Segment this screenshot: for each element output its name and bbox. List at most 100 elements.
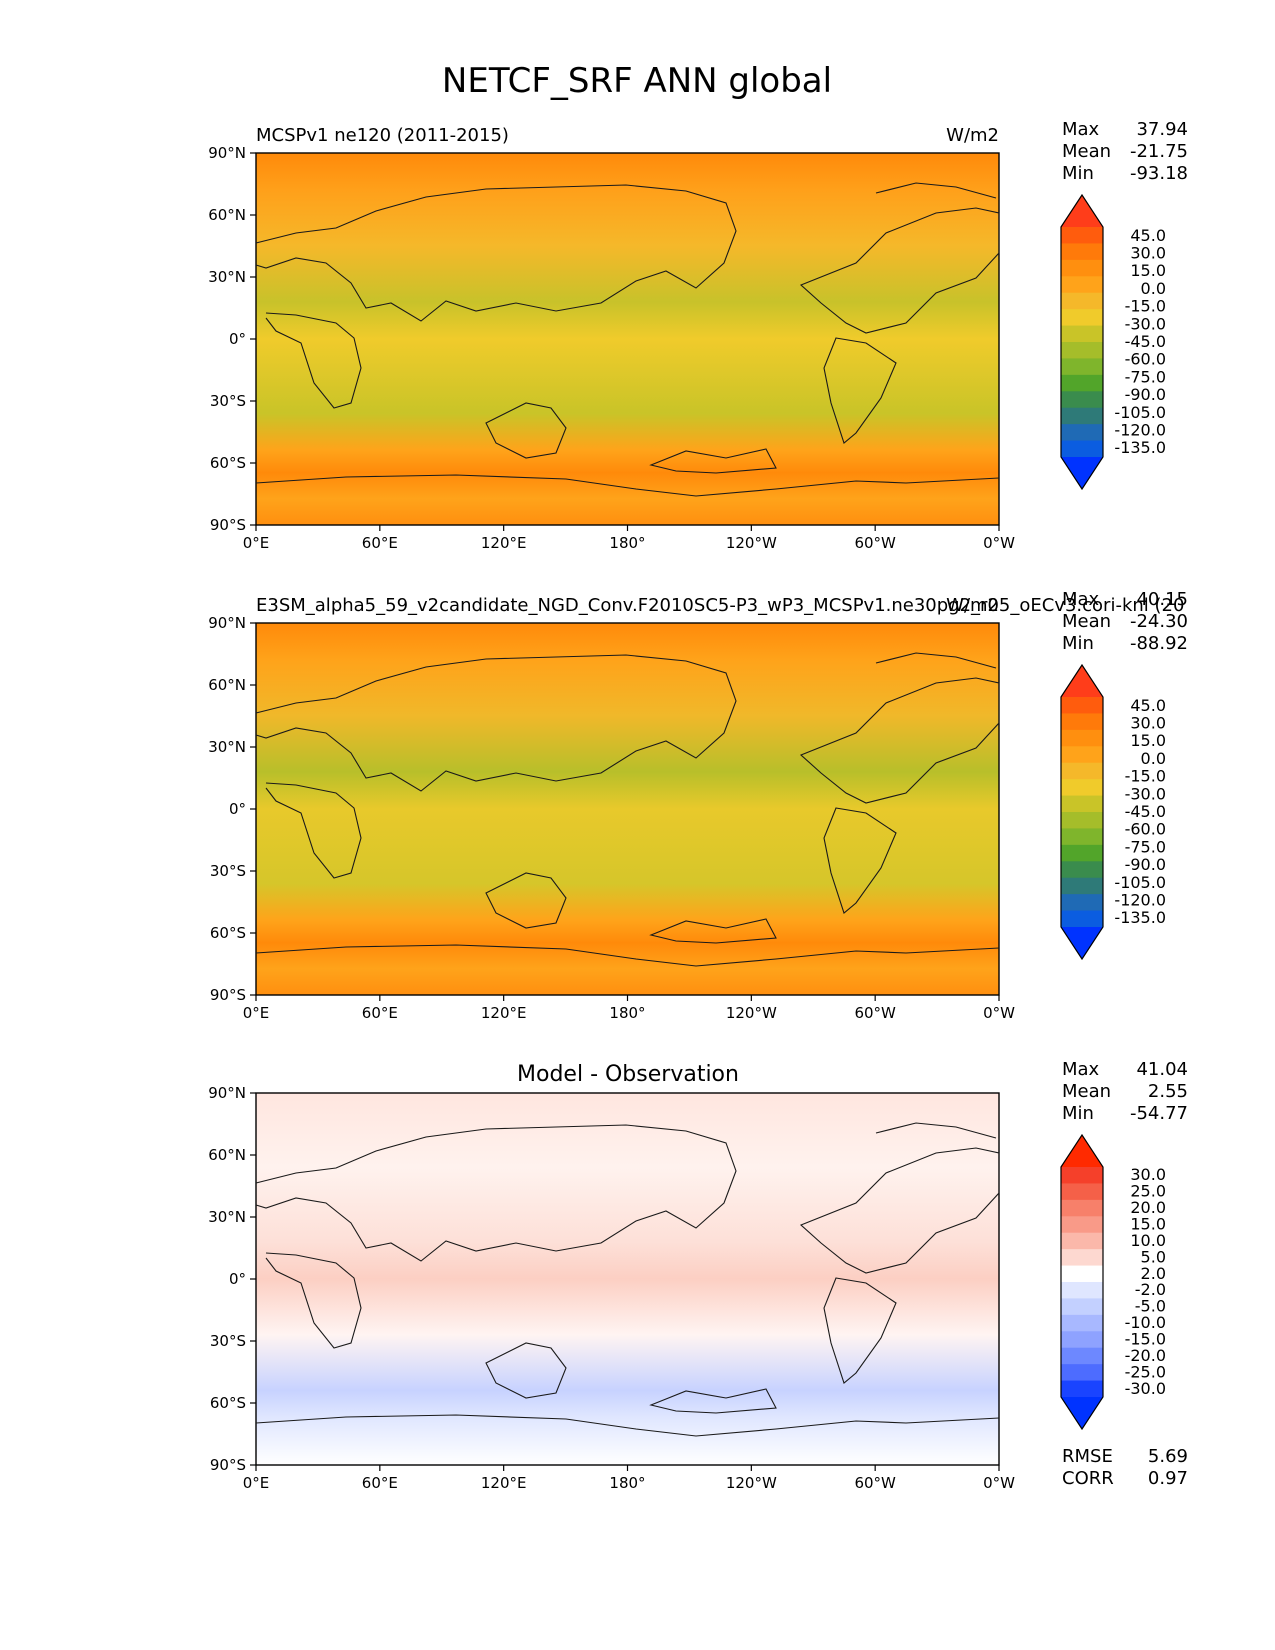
colorbar-tick-label: -120.0 (1114, 890, 1166, 909)
colorbar-tick-label: 20.0 (1130, 1198, 1166, 1217)
colorbar-swatch (1061, 1216, 1103, 1234)
panel-left-title: E3SM_alpha5_59_v2candidate_NGD_Conv.F201… (256, 595, 1184, 616)
lat-tick-label: 30°S (210, 1332, 246, 1350)
lon-tick-label: 120°W (726, 1004, 777, 1022)
panel-units: W/m2 (946, 595, 999, 616)
corr-value: 0.97 (1148, 1468, 1188, 1489)
colorbar: 45.030.015.00.0-15.0-30.0-45.0-60.0-75.0… (1060, 663, 1166, 961)
lat-axis: 90°N 60°N 30°N 0° 30°S 60°S 90°S (208, 614, 256, 1004)
panel-model-test: E3SM_alpha5_59_v2candidate_NGD_Conv.F201… (208, 589, 1188, 1022)
coastline-path (265, 312, 362, 409)
lat-tick-label: 60°N (208, 1146, 246, 1164)
lon-tick-label: 0°E (243, 534, 270, 552)
lat-tick-label: 90°S (210, 516, 246, 534)
coastline-path (823, 1277, 897, 1384)
colorbar-tick-label: 25.0 (1130, 1182, 1166, 1201)
colorbar-swatch (1061, 1232, 1103, 1250)
colorbar-tick-label: 0.0 (1141, 749, 1166, 768)
colorbar-extend-min (1061, 927, 1103, 959)
colorbar-tick-label: 10.0 (1130, 1231, 1166, 1250)
min-label: Min (1062, 163, 1094, 184)
coastline-path (649, 1388, 777, 1414)
colorbar-swatch (1061, 844, 1103, 862)
lon-tick-label: 60°E (362, 1474, 398, 1492)
colorbar-swatch (1061, 1167, 1103, 1184)
colorbar-tick-label: -25.0 (1125, 1362, 1166, 1381)
colorbar-swatch (1061, 374, 1103, 392)
mean-value: -24.30 (1130, 611, 1188, 632)
colorbar-tick-label: -30.0 (1125, 314, 1166, 333)
colorbar-swatch (1061, 779, 1103, 797)
colorbar-tick-label: 30.0 (1130, 244, 1166, 263)
lat-tick-label: 0° (229, 1270, 246, 1288)
max-label: Max (1062, 589, 1100, 610)
colorbar-swatch (1061, 1364, 1103, 1382)
lon-tick-label: 180° (609, 1474, 645, 1492)
coastline-path (799, 677, 1000, 804)
map-field (256, 1093, 999, 1465)
colorbar-swatch (1061, 1314, 1103, 1332)
colorbar-tick-label: 5.0 (1141, 1247, 1166, 1266)
colorbar-swatch (1061, 259, 1103, 277)
colorbar-swatch (1061, 697, 1103, 714)
colorbar-tick-label: 15.0 (1130, 261, 1166, 280)
mean-value: 2.55 (1148, 1081, 1188, 1102)
colorbar-swatch (1061, 309, 1103, 327)
lon-tick-label: 0°W (983, 534, 1015, 552)
lon-tick-label: 120°E (481, 534, 527, 552)
lat-tick-label: 30°N (208, 738, 246, 756)
coastlines (255, 1122, 1000, 1437)
coastline-path (823, 337, 897, 444)
lat-tick-label: 90°S (210, 1456, 246, 1474)
colorbar-swatch (1061, 713, 1103, 731)
colorbar-swatch (1061, 1298, 1103, 1316)
colorbar-extend-min (1061, 457, 1103, 489)
lat-tick-label: 60°N (208, 676, 246, 694)
colorbar-tick-label: -2.0 (1135, 1280, 1166, 1299)
colorbar-swatch (1061, 276, 1103, 294)
colorbar-extend-max (1061, 195, 1103, 227)
min-label: Min (1062, 633, 1094, 654)
colorbar-swatch (1061, 440, 1103, 458)
colorbar-tick-label: -90.0 (1125, 855, 1166, 874)
lat-tick-label: 0° (229, 330, 246, 348)
coastline-path (649, 448, 777, 474)
coastline-path (265, 1252, 362, 1349)
coastline-path (875, 1122, 997, 1139)
colorbar-outline (1060, 1133, 1104, 1431)
colorbar-outline (1060, 193, 1104, 491)
lon-tick-label: 60°E (362, 534, 398, 552)
lat-tick-label: 30°S (210, 392, 246, 410)
colorbar-tick-label: -135.0 (1114, 438, 1166, 457)
lat-tick-label: 90°S (210, 986, 246, 1004)
colorbar-tick-label: 30.0 (1130, 714, 1166, 733)
colorbar-swatch (1061, 1347, 1103, 1365)
lon-tick-label: 180° (609, 534, 645, 552)
lon-tick-label: 60°W (854, 1474, 896, 1492)
colorbar-swatch (1061, 1380, 1103, 1398)
lon-tick-label: 60°W (854, 534, 896, 552)
coastlines (255, 652, 1000, 967)
coastline-path (799, 207, 1000, 334)
lon-tick-label: 0°W (983, 1474, 1015, 1492)
colorbar-extend-max (1061, 665, 1103, 697)
panel-left-title: MCSPv1 ne120 (2011-2015) (256, 125, 509, 146)
lon-tick-label: 120°E (481, 1474, 527, 1492)
colorbar-swatch (1061, 1282, 1103, 1299)
colorbar-tick-label: -5.0 (1135, 1297, 1166, 1316)
coastline-path (485, 1342, 567, 1399)
colorbar-swatch (1061, 910, 1103, 928)
coastline-path (255, 654, 737, 792)
colorbar-tick-label: 45.0 (1130, 226, 1166, 245)
lat-tick-label: 0° (229, 800, 246, 818)
colorbar-swatch (1061, 243, 1103, 261)
rmse-value: 5.69 (1148, 1446, 1188, 1467)
colorbar-swatch (1061, 729, 1103, 747)
coastline-path (875, 652, 997, 669)
lat-tick-label: 30°N (208, 1208, 246, 1226)
colorbar-tick-label: -135.0 (1114, 908, 1166, 927)
coastline-path (799, 1147, 1000, 1274)
colorbar-tick-label: 2.0 (1141, 1264, 1166, 1283)
mean-value: -21.75 (1130, 141, 1188, 162)
